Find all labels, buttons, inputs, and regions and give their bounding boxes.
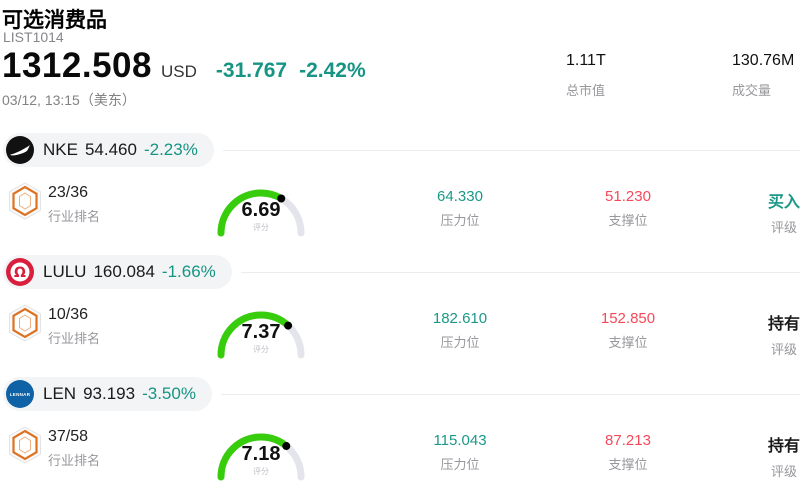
stock-row-nke: NKE 54.460 -2.23% 23/36 行业排名 6.69 (0, 133, 800, 255)
currency-label: USD (160, 62, 197, 81)
page-title: 可选消费品 (2, 9, 107, 32)
stock-pill-len[interactable]: LENNAR LEN 93.193 -3.50% (3, 377, 212, 411)
score-value: 6.69 (241, 199, 281, 221)
support-label: 支撑位 (608, 213, 648, 228)
lululemon-logo-icon: Ω (6, 258, 34, 286)
rating-value: 持有 (767, 316, 800, 333)
ticker-symbol: LEN (43, 384, 77, 403)
support-label: 支撑位 (608, 457, 648, 472)
resistance-label: 压力位 (440, 457, 480, 472)
rating-label: 评级 (770, 342, 797, 357)
rank-value: 23/36 (48, 184, 89, 201)
support-value: 51.230 (605, 188, 651, 205)
rank-value: 37/58 (48, 428, 89, 445)
row-divider (222, 149, 800, 151)
score-value: 7.18 (241, 443, 281, 465)
ticker-price: 160.084 (93, 262, 155, 281)
industry-rank: 37/58 行业排名 (48, 428, 100, 469)
ticker-price: 54.460 (84, 140, 137, 159)
support-column: 152.850 支撑位 (548, 310, 708, 351)
ticker-change-pct: -1.66% (161, 262, 216, 281)
ticker-price: 93.193 (83, 384, 136, 403)
rating-column: 持有 评级 (734, 310, 800, 358)
support-value: 152.850 (600, 310, 656, 327)
rank-value: 10/36 (48, 306, 89, 323)
market-cap-label: 总市值 (566, 83, 606, 98)
resistance-value: 64.330 (437, 188, 483, 205)
support-column: 51.230 支撑位 (548, 188, 708, 229)
price-change-pct: -2.42% (299, 59, 366, 82)
stock-row-len: LENNAR LEN 93.193 -3.50% 37/58 行业排名 (0, 377, 800, 488)
resistance-value: 115.043 (433, 432, 487, 449)
stock-header-line: Ω LULU 160.084 -1.66% (0, 255, 800, 289)
ticker-change-pct: -2.23% (143, 140, 198, 159)
stock-pill-nke[interactable]: NKE 54.460 -2.23% (3, 133, 214, 167)
resistance-label: 压力位 (440, 335, 480, 350)
rank-badge-icon (8, 426, 42, 469)
stock-pill-lulu[interactable]: Ω LULU 160.084 -1.66% (3, 255, 232, 289)
volume-label: 成交量 (732, 83, 772, 98)
row-divider (240, 271, 800, 273)
resistance-column: 64.330 压力位 (380, 188, 540, 229)
rating-column: 持有 评级 (734, 432, 800, 480)
resistance-column: 182.610 压力位 (380, 310, 540, 351)
rank-label: 行业排名 (48, 209, 101, 224)
rank-badge-icon (8, 182, 42, 225)
price-change: -31.767 (215, 59, 288, 82)
index-price: 1312.508 (2, 46, 152, 85)
ticker-change-pct: -3.50% (142, 384, 196, 403)
support-value: 87.213 (605, 432, 651, 449)
gauge-needle-dot (282, 442, 291, 451)
nike-logo-icon (6, 136, 34, 164)
market-cap-value: 1.11T (566, 52, 606, 69)
rank-badge-icon (8, 304, 42, 347)
volume-stat: 130.76M 成交量 (732, 52, 794, 99)
row-divider (220, 393, 800, 395)
quote-timestamp: 03/12, 13:15（美东） (2, 92, 136, 108)
stock-header-line: LENNAR LEN 93.193 -3.50% (0, 377, 800, 411)
score-label: 评分 (253, 223, 269, 232)
score-label: 评分 (253, 345, 269, 354)
rating-label: 评级 (770, 464, 797, 479)
ticker-symbol: LULU (43, 262, 87, 281)
resistance-column: 115.043 压力位 (380, 432, 540, 473)
volume-value: 130.76M (732, 52, 795, 69)
rank-label: 行业排名 (48, 331, 101, 346)
rating-value: 买入 (767, 194, 800, 211)
gauge-needle-dot (284, 321, 293, 330)
industry-rank: 10/36 行业排名 (48, 306, 100, 347)
score-value: 7.37 (241, 321, 281, 343)
support-column: 87.213 支撑位 (548, 432, 708, 473)
resistance-value: 182.610 (432, 310, 488, 327)
rating-label: 评级 (770, 220, 797, 235)
list-id: LIST1014 (3, 29, 64, 45)
score-gauge: 7.18 评分 (211, 427, 311, 485)
stock-row-lulu: Ω LULU 160.084 -1.66% 10/36 行业排名 (0, 255, 800, 377)
lennar-wordmark: LENNAR (9, 391, 31, 397)
resistance-label: 压力位 (440, 213, 480, 228)
lennar-logo-icon: LENNAR (6, 380, 34, 408)
gauge-needle-dot (277, 194, 286, 203)
svg-text:Ω: Ω (14, 265, 26, 281)
market-cap-stat: 1.11T 总市值 (566, 52, 606, 99)
rating-value: 持有 (767, 438, 800, 455)
industry-rank: 23/36 行业排名 (48, 184, 100, 225)
rank-label: 行业排名 (48, 453, 101, 468)
score-gauge: 6.69 评分 (211, 183, 311, 241)
ticker-symbol: NKE (43, 140, 78, 159)
score-gauge: 7.37 评分 (211, 305, 311, 363)
rating-column: 买入 评级 (734, 188, 800, 236)
score-label: 评分 (253, 467, 269, 476)
price-line: 1312.508 USD -31.767 -2.42% (2, 46, 366, 86)
stock-header-line: NKE 54.460 -2.23% (0, 133, 800, 167)
support-label: 支撑位 (608, 335, 648, 350)
